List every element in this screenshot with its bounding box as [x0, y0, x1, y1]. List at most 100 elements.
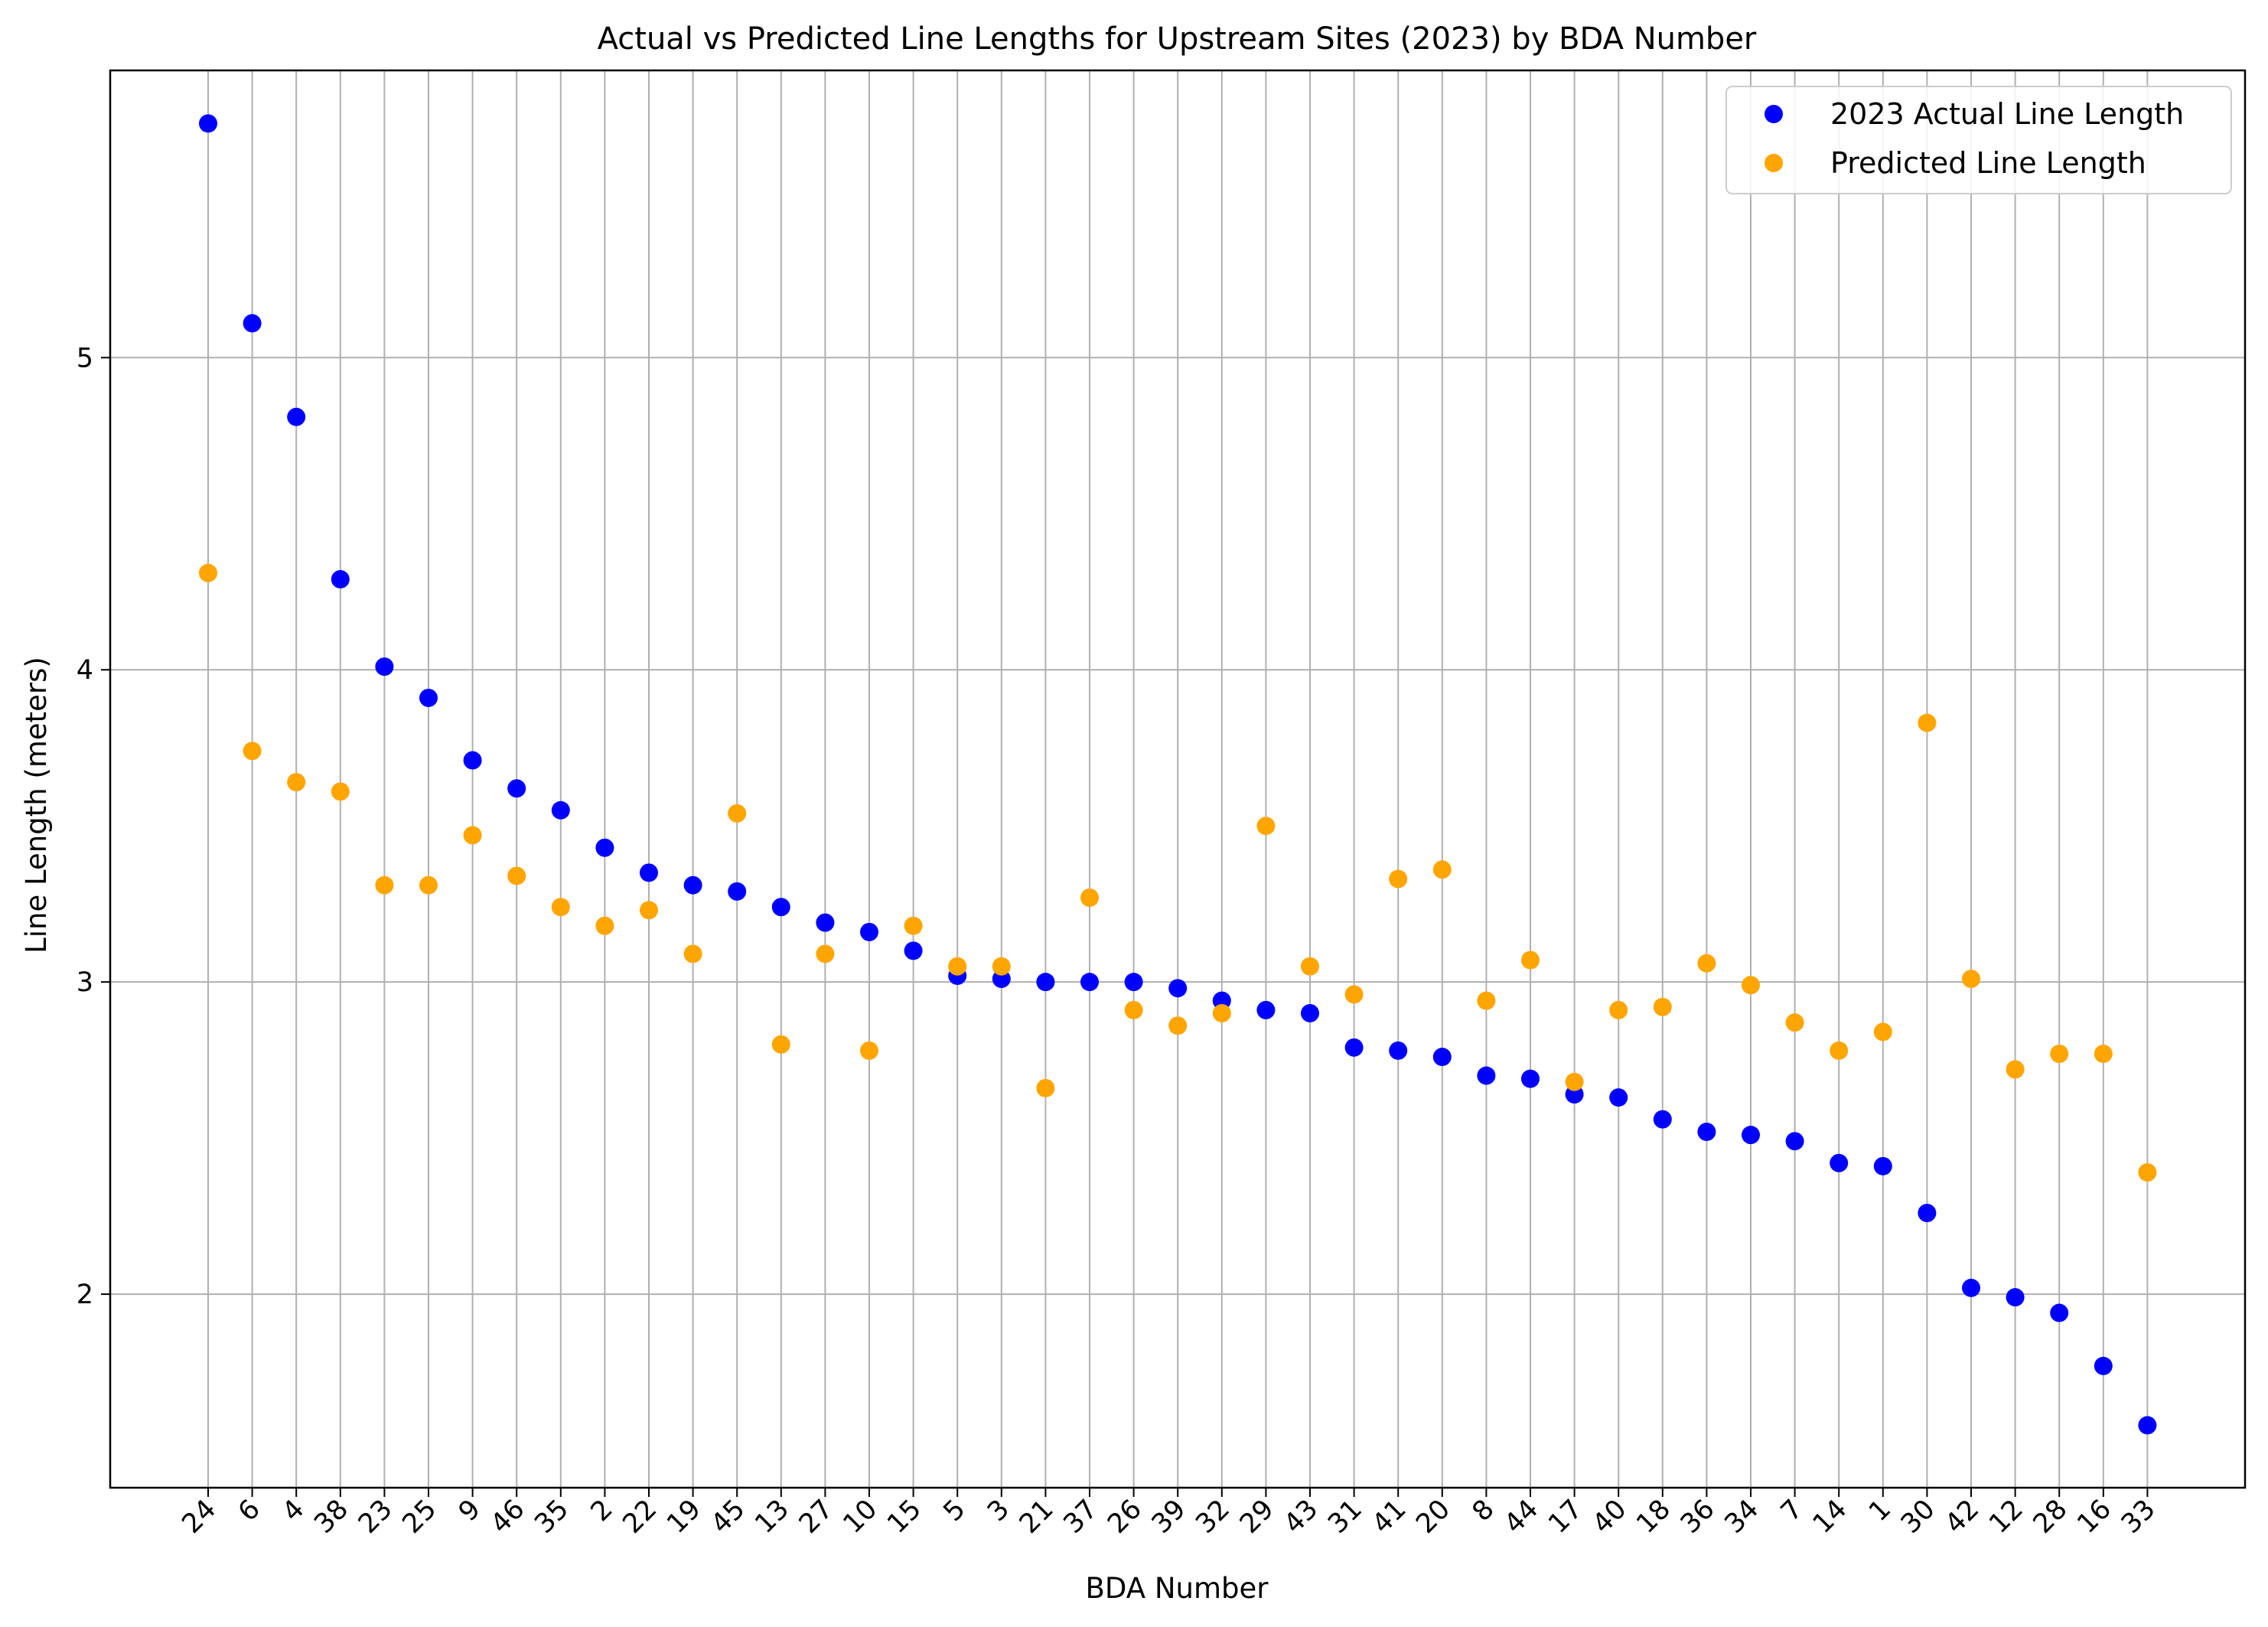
predicted-point: [2138, 1162, 2157, 1182]
predicted-point: [199, 563, 217, 582]
predicted-point: [1256, 817, 1276, 836]
predicted-point: [1477, 991, 1496, 1010]
actual-point: [1124, 973, 1143, 992]
grid-layer: [110, 70, 2245, 1488]
predicted-point: [1565, 1072, 1584, 1091]
actual-point: [287, 407, 306, 426]
predicted-point: [1124, 1000, 1143, 1019]
data-points: [199, 114, 2157, 1435]
legend-marker-predicted: [1765, 154, 1783, 172]
y-axis-label: Line Length (meters): [20, 657, 53, 954]
predicted-point: [2050, 1044, 2069, 1063]
actual-point: [2138, 1416, 2157, 1435]
predicted-point: [287, 773, 306, 792]
predicted-point: [683, 944, 702, 963]
predicted-point: [1697, 954, 1716, 973]
actual-point: [1036, 973, 1055, 992]
legend: 2023 Actual Line Length Predicted Line L…: [1725, 86, 2232, 194]
predicted-point: [2094, 1044, 2113, 1063]
actual-point: [1785, 1132, 1804, 1151]
predicted-point: [860, 1041, 878, 1060]
predicted-point: [1036, 1078, 1055, 1097]
predicted-point: [948, 957, 967, 976]
actual-point: [860, 922, 878, 941]
actual-point: [1742, 1126, 1760, 1145]
predicted-point: [1432, 860, 1452, 879]
actual-point: [2094, 1356, 2113, 1375]
actual-point: [683, 875, 702, 895]
actual-point: [199, 114, 217, 133]
predicted-point: [1873, 1022, 1892, 1042]
y-tick-label: 5: [77, 343, 93, 373]
actual-point: [1344, 1038, 1364, 1057]
actual-point: [243, 314, 262, 333]
predicted-point: [331, 782, 350, 801]
actual-point: [2006, 1288, 2025, 1307]
actual-point: [1873, 1156, 1892, 1175]
actual-point: [1256, 1000, 1276, 1019]
actual-point: [2050, 1303, 2069, 1322]
actual-point: [463, 751, 482, 770]
actual-point: [507, 779, 526, 798]
predicted-point: [1301, 957, 1319, 976]
x-axis-label: BDA Number: [1086, 1572, 1269, 1605]
actual-point: [1432, 1048, 1452, 1067]
legend-label-predicted: Predicted Line Length: [1830, 146, 2146, 180]
actual-point: [728, 882, 747, 901]
predicted-point: [1521, 950, 1540, 970]
chart-title: Actual vs Predicted Line Lengths for Ups…: [598, 21, 1757, 57]
y-tick-label: 2: [77, 1280, 93, 1310]
predicted-point: [595, 916, 614, 935]
predicted-point: [551, 898, 570, 917]
actual-point: [1830, 1153, 1849, 1172]
predicted-point: [1080, 888, 1099, 908]
predicted-point: [640, 901, 658, 920]
actual-point: [1609, 1088, 1628, 1107]
predicted-point: [243, 742, 262, 761]
actual-point: [771, 898, 790, 917]
actual-point: [1080, 973, 1099, 992]
predicted-point: [2006, 1060, 2025, 1079]
actual-point: [1918, 1204, 1937, 1223]
predicted-point: [1918, 713, 1937, 732]
actual-point: [1389, 1041, 1408, 1060]
y-ticks: 2 3 4 5: [77, 343, 110, 1310]
predicted-point: [1168, 1016, 1188, 1035]
actual-point: [551, 800, 570, 820]
predicted-point: [1830, 1041, 1849, 1060]
predicted-point: [816, 944, 835, 963]
predicted-point: [1212, 1003, 1231, 1022]
predicted-point: [1785, 1013, 1804, 1032]
actual-point: [1301, 1003, 1319, 1022]
predicted-point: [1742, 976, 1760, 995]
actual-point: [1521, 1069, 1540, 1088]
actual-point: [904, 941, 923, 960]
actual-point: [1962, 1278, 1980, 1297]
y-tick-label: 4: [77, 655, 93, 686]
actual-point: [816, 913, 835, 932]
y-tick-label: 3: [77, 967, 93, 998]
legend-label-actual: 2023 Actual Line Length: [1830, 97, 2184, 131]
predicted-point: [419, 875, 438, 895]
actual-point: [331, 569, 350, 589]
predicted-point: [904, 916, 923, 935]
legend-marker-actual: [1765, 105, 1783, 123]
predicted-point: [1389, 869, 1408, 888]
actual-point: [1653, 1110, 1672, 1129]
predicted-point: [1962, 970, 1980, 989]
actual-point: [375, 657, 394, 677]
actual-point: [1697, 1122, 1716, 1141]
predicted-point: [463, 826, 482, 845]
actual-point: [419, 688, 438, 707]
legend-box: [1725, 86, 2232, 194]
predicted-point: [375, 875, 394, 895]
predicted-point: [728, 804, 747, 823]
predicted-point: [771, 1035, 790, 1054]
predicted-point: [992, 957, 1011, 976]
actual-point: [595, 838, 614, 857]
predicted-point: [1609, 1000, 1628, 1019]
actual-point: [640, 863, 658, 882]
predicted-point: [507, 866, 526, 885]
